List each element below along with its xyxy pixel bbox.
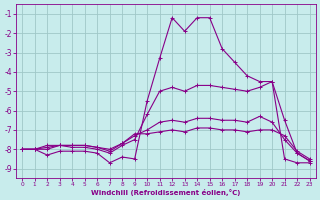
X-axis label: Windchill (Refroidissement éolien,°C): Windchill (Refroidissement éolien,°C): [91, 189, 241, 196]
